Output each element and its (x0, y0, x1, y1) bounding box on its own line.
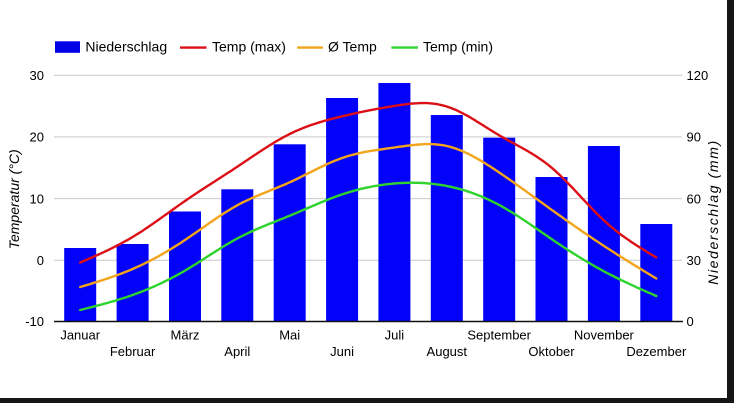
svg-text:20: 20 (30, 130, 44, 145)
svg-text:Temp (min): Temp (min) (423, 38, 493, 54)
svg-text:Niederschlag (mm): Niederschlag (mm) (705, 139, 721, 284)
svg-text:Dezember: Dezember (626, 344, 687, 359)
svg-text:0: 0 (37, 253, 44, 268)
svg-text:Juli: Juli (385, 328, 405, 343)
svg-text:Januar: Januar (60, 328, 100, 343)
svg-text:120: 120 (687, 68, 709, 83)
svg-text:September: September (467, 328, 531, 343)
svg-text:November: November (574, 328, 635, 343)
svg-text:0: 0 (687, 314, 694, 329)
svg-text:Ø Temp: Ø Temp (328, 38, 377, 54)
svg-text:August: August (427, 344, 468, 359)
svg-text:Juni: Juni (330, 344, 354, 359)
svg-text:Februar: Februar (110, 344, 156, 359)
svg-text:60: 60 (687, 191, 701, 206)
svg-text:90: 90 (687, 130, 701, 145)
svg-text:Temperatur (°C): Temperatur (°C) (6, 149, 22, 249)
svg-text:April: April (224, 344, 250, 359)
svg-text:März: März (171, 328, 200, 343)
svg-text:Mai: Mai (279, 328, 300, 343)
svg-text:Niederschlag: Niederschlag (85, 38, 167, 54)
svg-text:30: 30 (30, 68, 44, 83)
svg-text:Temp (max): Temp (max) (212, 38, 286, 54)
svg-text:-10: -10 (25, 314, 44, 329)
svg-text:Oktober: Oktober (528, 344, 575, 359)
svg-text:30: 30 (687, 253, 701, 268)
svg-text:10: 10 (30, 191, 44, 206)
